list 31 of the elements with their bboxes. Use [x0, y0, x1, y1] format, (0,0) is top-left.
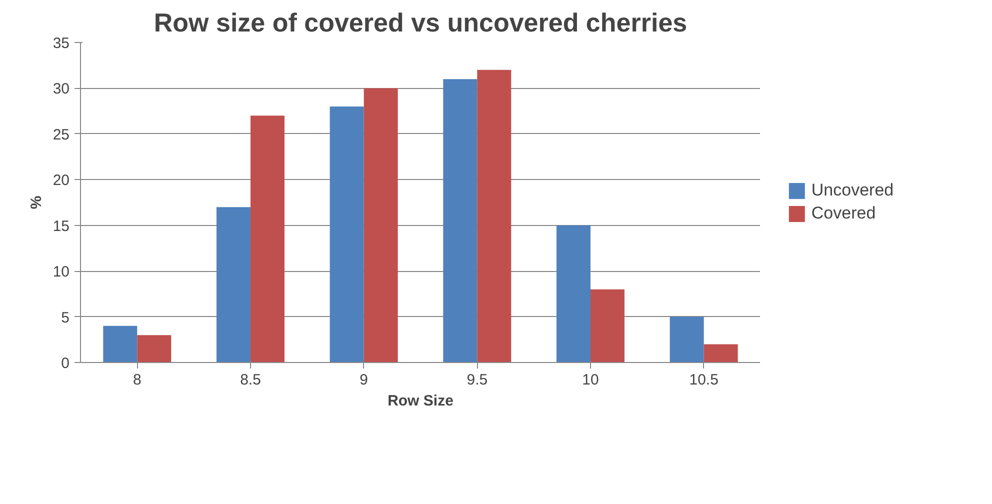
bar — [590, 289, 624, 362]
y-tick-label: 35 — [52, 35, 70, 52]
bar — [556, 225, 590, 362]
legend-label: Covered — [811, 204, 876, 224]
y-tick-label: 0 — [61, 355, 70, 372]
x-tick-label: 9.5 — [466, 372, 488, 388]
legend-label: Uncovered — [811, 180, 894, 200]
bar — [704, 344, 738, 362]
y-tick-label: 25 — [52, 126, 70, 144]
bar — [443, 79, 478, 362]
bar — [364, 88, 398, 362]
bar — [137, 335, 172, 362]
y-axis-title: % — [28, 196, 45, 210]
chart-title: Row size of covered vs uncovered cherries — [154, 8, 688, 38]
x-tick-label: 8.5 — [240, 372, 261, 388]
x-axis-title: Row Size — [388, 392, 454, 410]
y-tick-label: 5 — [61, 309, 70, 326]
x-tick-label: 9 — [360, 372, 368, 388]
bar — [670, 316, 704, 362]
x-tick-label: 10 — [582, 372, 599, 388]
x-tick-label: 8 — [132, 372, 142, 388]
y-tick-label: 10 — [52, 264, 70, 281]
bar — [250, 116, 284, 362]
bar — [477, 70, 512, 362]
bar — [330, 106, 364, 362]
y-tick-label: 30 — [52, 80, 70, 98]
x-tick-label: 10.5 — [689, 372, 718, 388]
bar — [216, 207, 250, 362]
bar — [103, 326, 138, 362]
y-tick-label: 15 — [52, 218, 70, 235]
y-tick-label: 20 — [52, 172, 70, 190]
